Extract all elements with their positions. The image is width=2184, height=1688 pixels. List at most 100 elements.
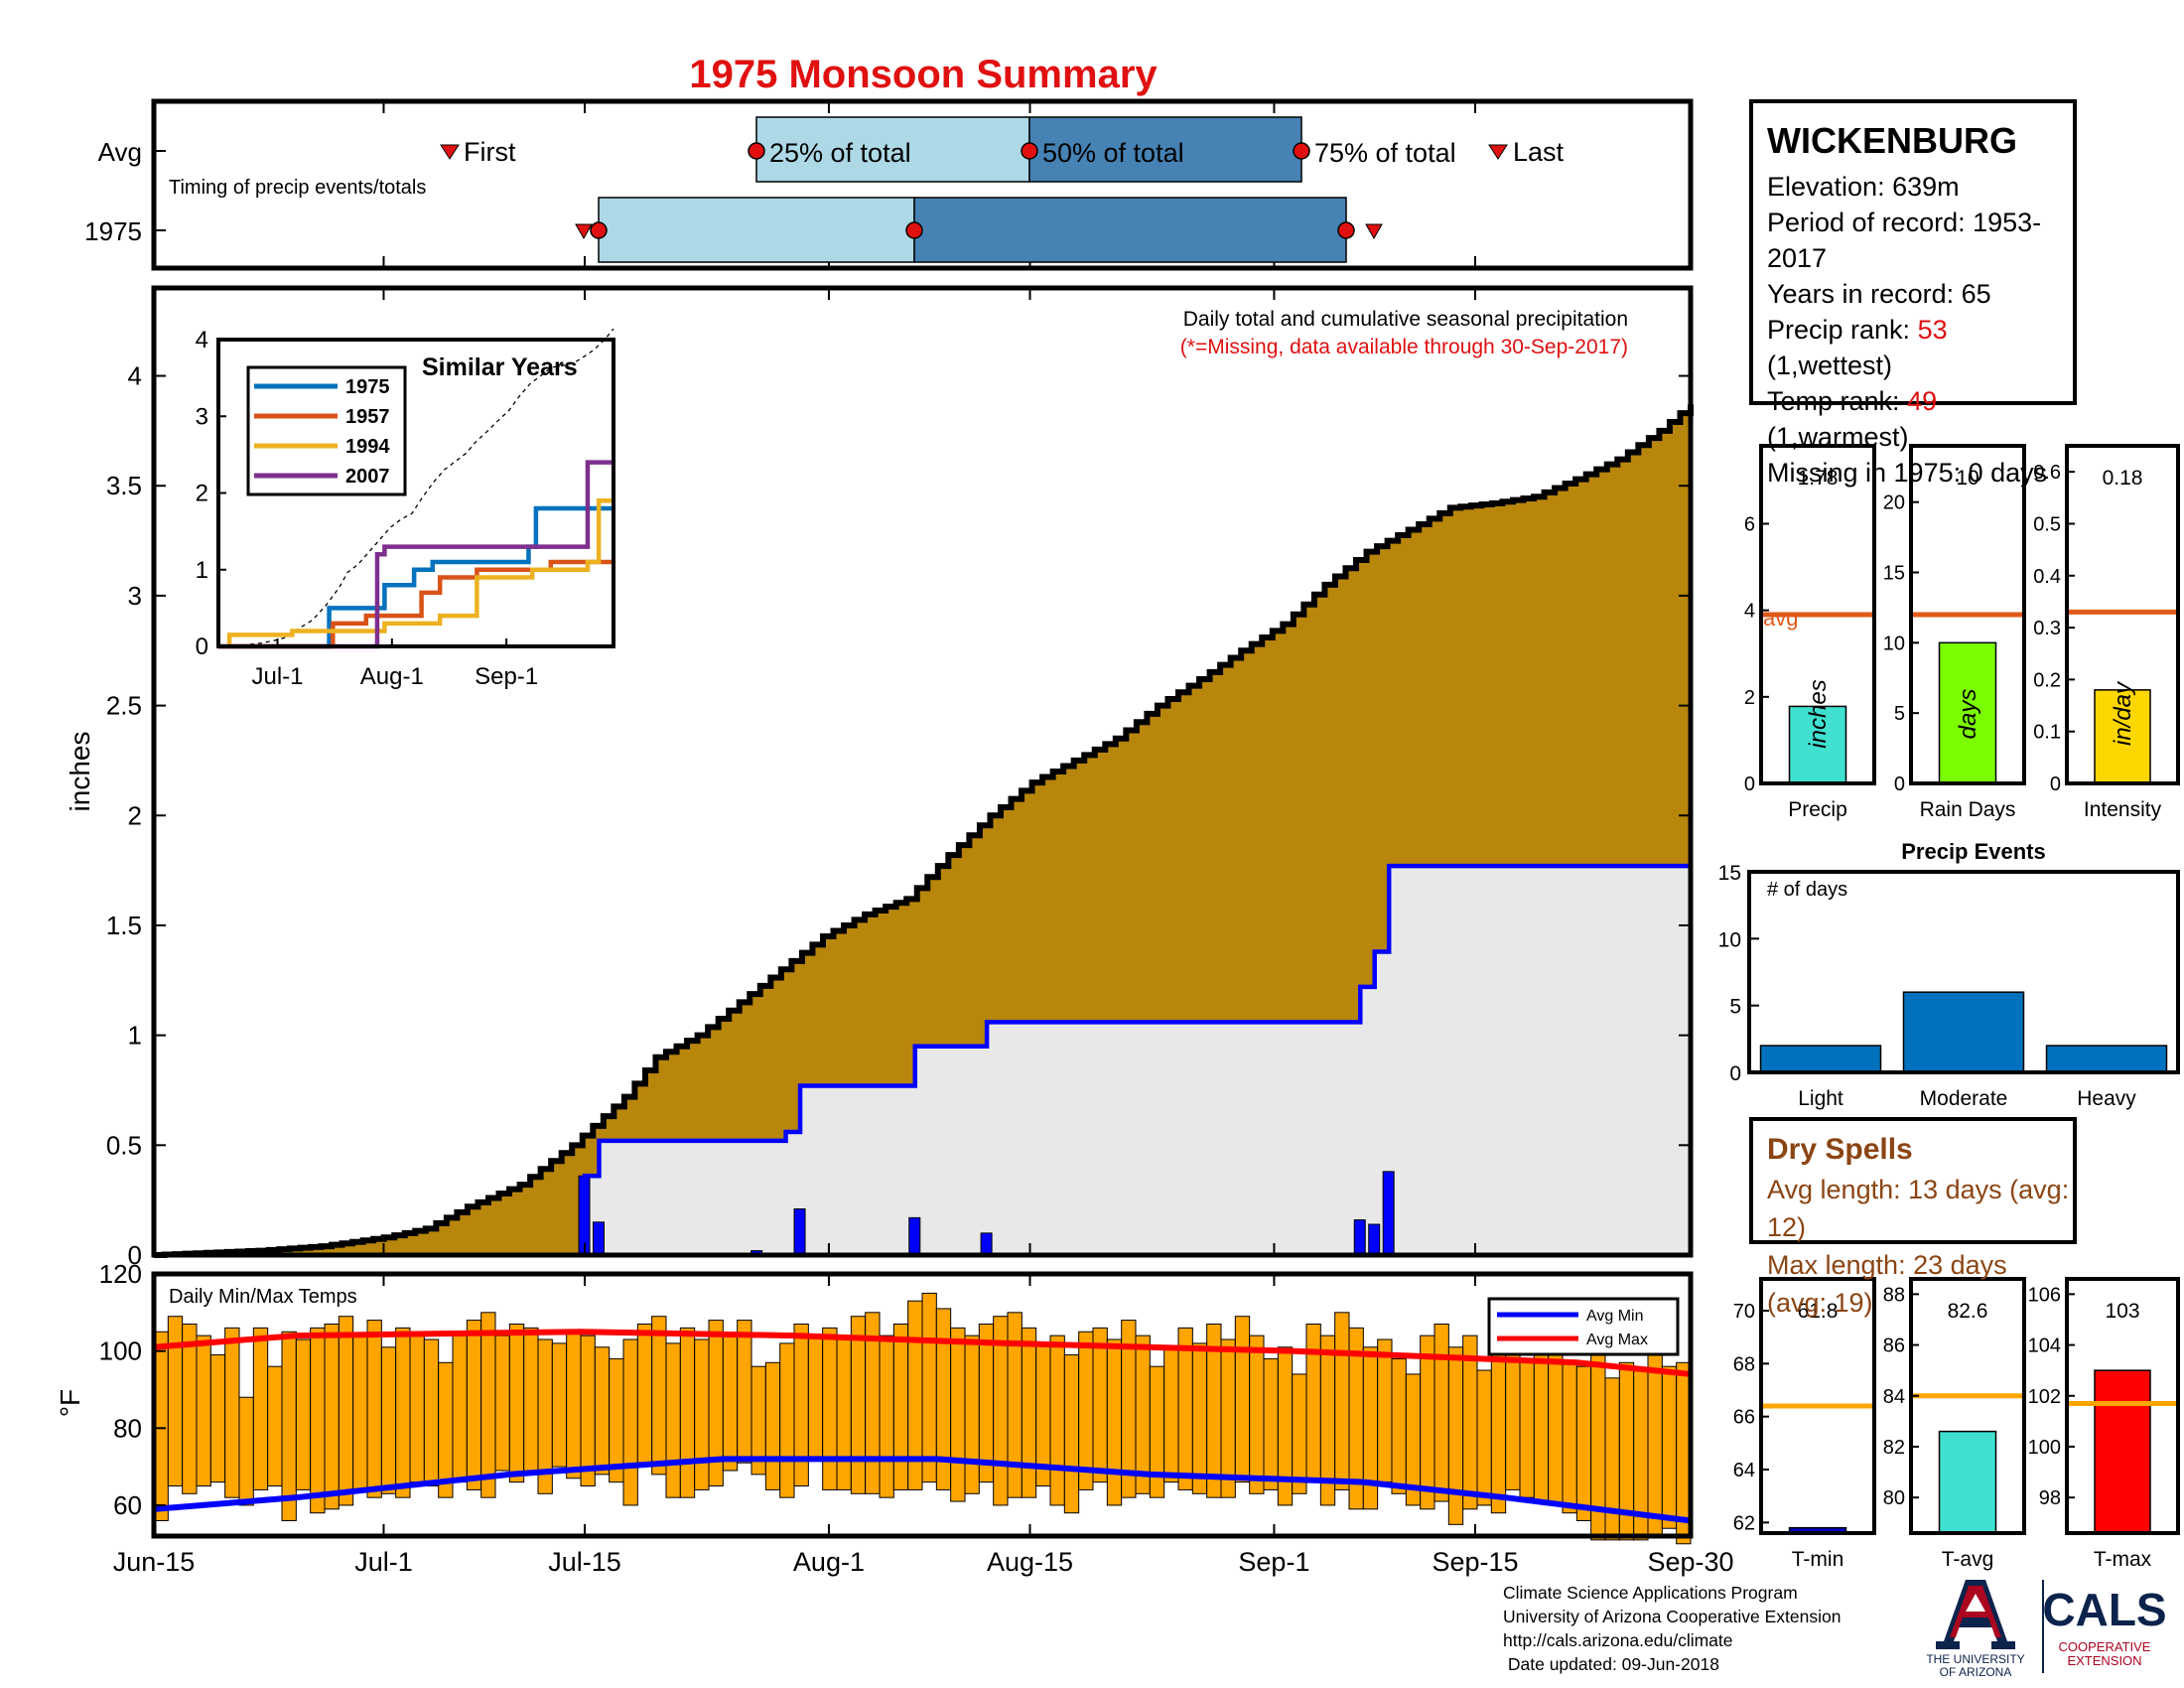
avg-p25-label: 25% of total: [769, 138, 911, 168]
summary-precip-y-tick-label: 0.5: [2033, 513, 2061, 535]
logo-coop-line2: EXTENSION: [2067, 1653, 2141, 1668]
summary-temp-frame: [2065, 1277, 2180, 1535]
date-tick-label: Sep-1: [1238, 1547, 1309, 1577]
summary-temp-y-tick-label: 80: [1883, 1487, 1905, 1509]
inset-legend-label: 2007: [345, 466, 390, 488]
temp-range-bar: [892, 1323, 909, 1490]
temp-range-bar: [295, 1338, 312, 1490]
temp-range-bar: [551, 1342, 568, 1468]
station-precip-rank: Precip rank: 53 (1,wettest): [1767, 312, 2073, 383]
temp-range-bar: [1462, 1335, 1478, 1510]
temp-range-bar: [836, 1338, 852, 1490]
temp-rank-note: (1,warmest): [1767, 422, 1909, 452]
avg-first-marker: [440, 144, 460, 160]
temp-range-bar: [452, 1335, 468, 1483]
temp-title: Daily Min/Max Temps: [169, 1286, 357, 1308]
temp-range-bar: [1519, 1357, 1535, 1498]
credits-line-2: University of Arizona Cooperative Extens…: [1503, 1607, 1842, 1626]
temp-range-bar: [466, 1320, 482, 1490]
temp-range-bar: [779, 1342, 795, 1498]
temp-range-bar: [1163, 1346, 1179, 1483]
temp-range-bar: [566, 1331, 582, 1479]
temp-y-tick-label: 60: [113, 1490, 142, 1520]
summary-temp-y-tick-label: 86: [1883, 1336, 1905, 1357]
inset-legend-items: 1975 1957 1994 2007: [254, 376, 390, 488]
precip-events-y-tick-label: 5: [1729, 996, 1741, 1019]
summary-precip-y-tick-label: 6: [1744, 513, 1755, 535]
temp-y-tick-label: 120: [99, 1259, 142, 1289]
temp-range-bar: [1078, 1331, 1094, 1490]
summary-temp-y-tick-label: 84: [1883, 1386, 1905, 1408]
temp-range-bar: [252, 1327, 269, 1490]
station-missing: Missing in 1975: 0 days: [1767, 458, 2048, 488]
summary-precip-frame: [2065, 444, 2180, 785]
inset-y-tick-label: 1: [196, 557, 208, 584]
dry-spells-max: Max length: 23 days (avg: 19): [1767, 1250, 2007, 1318]
avg-min-legend-label: Avg Min: [1586, 1308, 1644, 1325]
y-tick-label: 4: [128, 361, 142, 391]
temp-range-bar: [1149, 1365, 1165, 1498]
temp-range-bar: [1049, 1335, 1065, 1506]
temp-range-bar: [224, 1327, 240, 1498]
station-info-box: WICKENBURG Elevation: 639m Period of rec…: [1749, 99, 2077, 488]
summary-precip-y-tick-label: 5: [1894, 703, 1905, 725]
summary-temp-y-tick-label: 70: [1733, 1301, 1755, 1323]
inset-y-tick-label: 3: [196, 403, 208, 430]
summary-precip-frame: [1759, 444, 1876, 785]
temp-range-bar: [209, 1354, 226, 1483]
temp-range-bar: [438, 1361, 454, 1498]
daily-precip-bar: [1368, 1223, 1381, 1256]
temp-rank-value: 49: [1907, 386, 1938, 416]
temp-range-bar: [267, 1365, 283, 1487]
summary-temp-frame: [1759, 1277, 1876, 1535]
temp-range-bar: [182, 1323, 198, 1494]
year-box-25-50: [598, 197, 915, 263]
inset-x-tick-label: Jul-1: [251, 663, 303, 690]
inset-series-line: [218, 559, 614, 649]
summary-temp-y-tick-label: 88: [1883, 1284, 1905, 1306]
summary-precip-y-tick-label: 0: [2050, 774, 2061, 795]
temp-range-bar: [1063, 1354, 1080, 1514]
y-tick-label: 0: [128, 1240, 142, 1270]
temp-range-bar: [1604, 1377, 1620, 1541]
temp-ticks: 60 80 100 120: [99, 1259, 1692, 1536]
summary-precip-frame: [1909, 444, 2026, 785]
year-p75-marker: [1337, 221, 1355, 239]
precip-events-y-label: # of days: [1767, 879, 1847, 901]
summary-precip-unit-label: days: [1955, 689, 1981, 740]
station-name: WICKENBURG: [1767, 120, 2017, 161]
temp-range-bar: [921, 1292, 937, 1483]
temp-range-bar: [1220, 1338, 1236, 1498]
summary-precip-value-label: 1.78: [1798, 467, 1839, 490]
year-cumulative-line: [154, 863, 1694, 1258]
temp-range-bar: [1249, 1335, 1265, 1494]
temp-range-bar: [636, 1323, 653, 1464]
summary-temp-value-label: 82.6: [1948, 1300, 1988, 1323]
temp-range-bar: [238, 1396, 254, 1506]
temp-range-bar: [737, 1320, 752, 1464]
temp-range-bar: [1092, 1327, 1108, 1483]
temp-range-bar: [1661, 1365, 1678, 1529]
precip-events-y-tick-label: 0: [1729, 1062, 1741, 1085]
temp-range-bar: [494, 1335, 510, 1472]
temp-range-bar: [1263, 1357, 1279, 1490]
temp-range-bar: [1177, 1327, 1193, 1490]
figure-title: 1975 Monsoon Summary: [689, 53, 1158, 96]
temp-range-bar: [480, 1312, 496, 1498]
date-tick-label: Sep-30: [1647, 1547, 1733, 1577]
year-box-50-75: [913, 197, 1347, 263]
inset-series-line: [218, 497, 614, 649]
station-period: Period of record: 1953-2017: [1767, 208, 2042, 273]
temp-range-bar: [580, 1335, 596, 1487]
inset-legend: 1975 1957 1994 2007: [246, 365, 407, 496]
daily-temp-bars: [153, 1292, 1692, 1545]
inset-legend-label: 1957: [345, 406, 390, 428]
summary-temp-y-tick-label: 66: [1733, 1407, 1755, 1429]
year-cumulative-area: [154, 863, 1691, 1255]
temp-range-bar: [1562, 1361, 1577, 1514]
summary-precip-unit-label: inches: [1805, 679, 1832, 748]
temp-range-bar: [1007, 1312, 1023, 1498]
cumulative-note-missing: (*=Missing, data available through 30-Se…: [1180, 336, 1628, 358]
temp-range-bar: [978, 1323, 995, 1483]
